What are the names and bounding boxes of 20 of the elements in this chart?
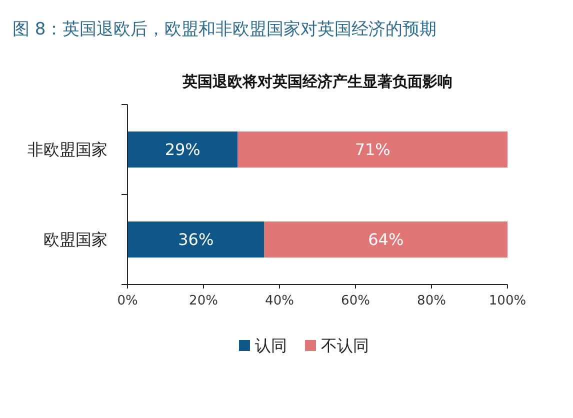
x-tick-label: 0% [117, 294, 138, 308]
x-tick-label: 40% [265, 294, 294, 308]
x-tick-label: 60% [341, 294, 370, 308]
x-tick-label: 20% [189, 294, 218, 308]
x-tick-label: 100% [488, 294, 526, 308]
chart-title: 图 8：英国退欧后，欧盟和非欧盟国家对英国经济的预期 [12, 20, 437, 40]
x-tick-label: 80% [417, 294, 446, 308]
legend-label: 认同 [255, 336, 287, 355]
data-label: 71% [354, 140, 390, 159]
bar [264, 222, 508, 258]
bar [128, 132, 238, 168]
bar [238, 132, 508, 168]
data-label: 29% [164, 140, 200, 159]
bar [128, 222, 264, 258]
y-tick-label: 欧盟国家 [44, 230, 108, 249]
legend-label: 不认同 [321, 336, 369, 355]
y-tick-label: 非欧盟国家 [28, 140, 108, 159]
chart-subtitle: 英国退欧将对英国经济产生显著负面影响 [182, 72, 452, 90]
data-label: 64% [368, 230, 404, 249]
data-label: 36% [178, 230, 214, 249]
